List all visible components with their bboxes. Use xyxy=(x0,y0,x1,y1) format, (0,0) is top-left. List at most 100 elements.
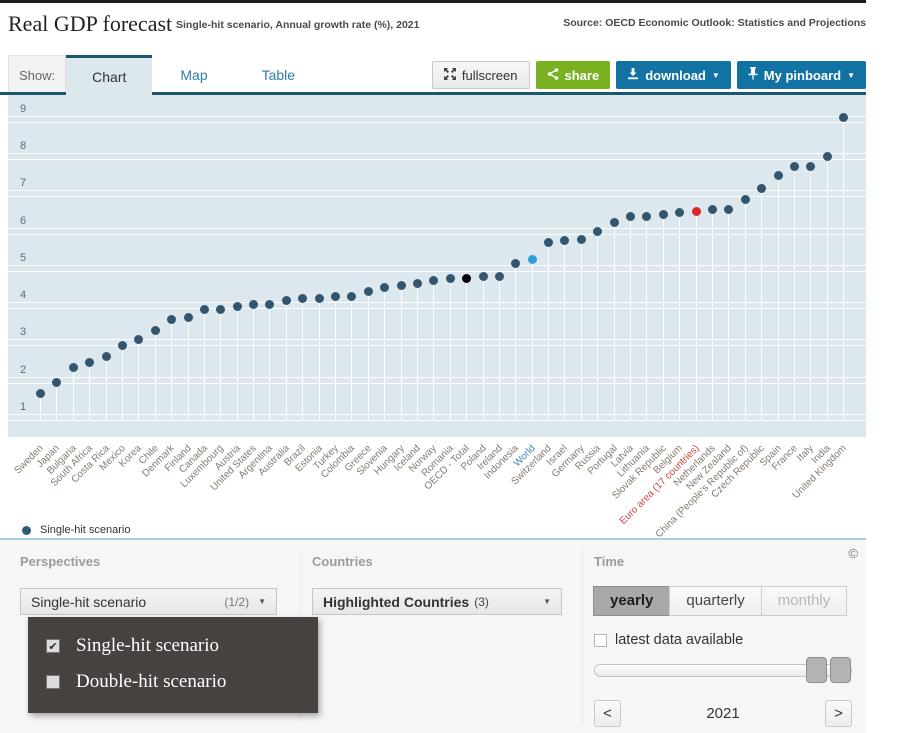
chart-point[interactable] xyxy=(560,236,570,246)
my-pinboard-button[interactable]: My pinboard ▼ xyxy=(736,61,866,89)
chart-point[interactable] xyxy=(429,275,439,285)
chart-point[interactable] xyxy=(773,171,783,181)
chart-subtitle: Single-hit scenario, Annual growth rate … xyxy=(176,19,420,31)
chart-point[interactable] xyxy=(150,325,160,335)
chart-point[interactable] xyxy=(511,258,521,268)
point-stem xyxy=(351,297,353,420)
perspective-option[interactable]: ✔ Single-hit scenario xyxy=(28,628,318,664)
point-stem xyxy=(253,304,255,420)
gridline xyxy=(8,121,866,123)
perspectives-dropdown[interactable]: Single-hit scenario (1/2) ▼ xyxy=(20,588,277,615)
share-label: share xyxy=(564,67,600,83)
point-stem xyxy=(761,189,763,420)
chart-point[interactable] xyxy=(134,335,144,345)
chart-point[interactable] xyxy=(462,273,472,283)
y-axis-tick: 4 xyxy=(20,289,27,302)
chart-point[interactable] xyxy=(36,389,45,399)
perspective-option[interactable]: Double-hit scenario xyxy=(28,664,318,700)
point-stem xyxy=(613,222,615,420)
chart-point[interactable] xyxy=(822,152,832,162)
chart-point[interactable] xyxy=(52,378,62,388)
tab-chart[interactable]: Chart xyxy=(66,55,153,95)
chart-point[interactable] xyxy=(183,312,193,322)
chart-point[interactable] xyxy=(232,301,242,311)
chart-point[interactable] xyxy=(576,234,586,244)
pin-icon xyxy=(748,67,758,83)
y-axis-tick: 1 xyxy=(20,401,27,413)
chart-point[interactable] xyxy=(658,210,668,220)
chart-point[interactable] xyxy=(609,217,619,227)
time-mode-monthly[interactable]: monthly xyxy=(760,586,848,616)
chart-point[interactable] xyxy=(412,279,422,289)
point-stem xyxy=(679,213,681,420)
chart-point[interactable] xyxy=(314,294,324,304)
chart-point[interactable] xyxy=(757,184,767,194)
chart-point[interactable] xyxy=(117,340,127,350)
fullscreen-button[interactable]: fullscreen xyxy=(431,61,530,89)
countries-selected: Highlighted Countries xyxy=(323,593,470,610)
previous-year-button[interactable]: < xyxy=(594,700,621,727)
chart-point[interactable] xyxy=(527,255,537,265)
chart-point[interactable] xyxy=(396,281,406,291)
next-year-button[interactable]: > xyxy=(825,700,852,727)
caret-down-icon: ▼ xyxy=(847,70,855,80)
chart-point[interactable] xyxy=(544,238,554,248)
time-mode-quarterly[interactable]: quarterly xyxy=(669,586,762,616)
chart-point[interactable] xyxy=(642,212,652,222)
chart-point[interactable] xyxy=(281,296,291,306)
chart-point[interactable] xyxy=(68,363,78,373)
share-button[interactable]: share xyxy=(535,61,611,89)
chart-point[interactable] xyxy=(167,314,177,324)
chart-point[interactable] xyxy=(724,204,734,214)
share-icon xyxy=(547,67,559,83)
chart-point[interactable] xyxy=(85,357,95,367)
pinboard-label: My pinboard xyxy=(763,67,842,83)
chart-point[interactable] xyxy=(101,352,111,362)
chart-point[interactable] xyxy=(380,283,390,293)
gridline xyxy=(8,270,866,272)
copyright-icon[interactable]: © xyxy=(848,546,858,561)
chart-point[interactable] xyxy=(740,195,750,205)
chart-point[interactable] xyxy=(445,273,455,283)
slider-handle-start[interactable] xyxy=(806,657,827,683)
header: Real GDP forecast Single-hit scenario, A… xyxy=(0,0,866,52)
perspectives-count: (1/2) xyxy=(224,594,250,609)
chart-point[interactable] xyxy=(789,161,799,171)
chart-point[interactable] xyxy=(478,271,488,281)
checked-checkbox-icon[interactable]: ✔ xyxy=(46,639,60,653)
chart-point[interactable] xyxy=(494,271,504,281)
chart-point[interactable] xyxy=(839,113,849,123)
countries-dropdown[interactable]: Highlighted Countries (3) ▼ xyxy=(312,588,562,615)
chart-point[interactable] xyxy=(593,227,603,237)
chart-plot-area[interactable]: 1 2 3 4 5 6 7 8 9 xyxy=(8,95,866,437)
point-stem xyxy=(793,166,795,420)
slider-handle-end[interactable] xyxy=(830,657,851,683)
point-stem xyxy=(695,211,697,420)
chart-point[interactable] xyxy=(707,204,717,214)
point-stem xyxy=(711,209,713,420)
chart-point[interactable] xyxy=(675,208,685,218)
download-button[interactable]: download ▼ xyxy=(616,61,731,89)
point-stem xyxy=(121,345,123,420)
unchecked-checkbox-icon[interactable] xyxy=(46,675,60,689)
tab-map[interactable]: Map xyxy=(180,67,208,83)
chart-point[interactable] xyxy=(691,206,701,216)
chart-point[interactable] xyxy=(363,286,373,296)
chart-point[interactable] xyxy=(249,299,259,309)
chart-point[interactable] xyxy=(298,294,308,304)
time-range-slider[interactable] xyxy=(594,657,852,683)
gridline xyxy=(8,382,866,384)
time-mode-yearly[interactable]: yearly xyxy=(593,586,671,616)
chart-point[interactable] xyxy=(265,299,275,309)
chart-point[interactable] xyxy=(199,305,209,315)
tab-table[interactable]: Table xyxy=(261,67,296,83)
perspective-option-label: Double-hit scenario xyxy=(76,671,227,692)
chart-point[interactable] xyxy=(347,292,357,302)
latest-data-checkbox[interactable] xyxy=(594,633,607,647)
chart-point[interactable] xyxy=(806,161,816,171)
chart-point[interactable] xyxy=(216,305,226,315)
point-stem xyxy=(154,330,156,420)
chart-point[interactable] xyxy=(626,212,636,222)
chart-point[interactable] xyxy=(331,292,341,302)
